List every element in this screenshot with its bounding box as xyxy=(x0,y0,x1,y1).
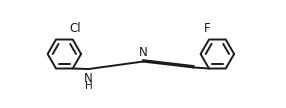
Text: N: N xyxy=(84,72,93,85)
Text: N: N xyxy=(139,46,147,59)
Text: H: H xyxy=(85,81,92,91)
Text: Cl: Cl xyxy=(69,21,81,34)
Text: F: F xyxy=(204,21,210,34)
